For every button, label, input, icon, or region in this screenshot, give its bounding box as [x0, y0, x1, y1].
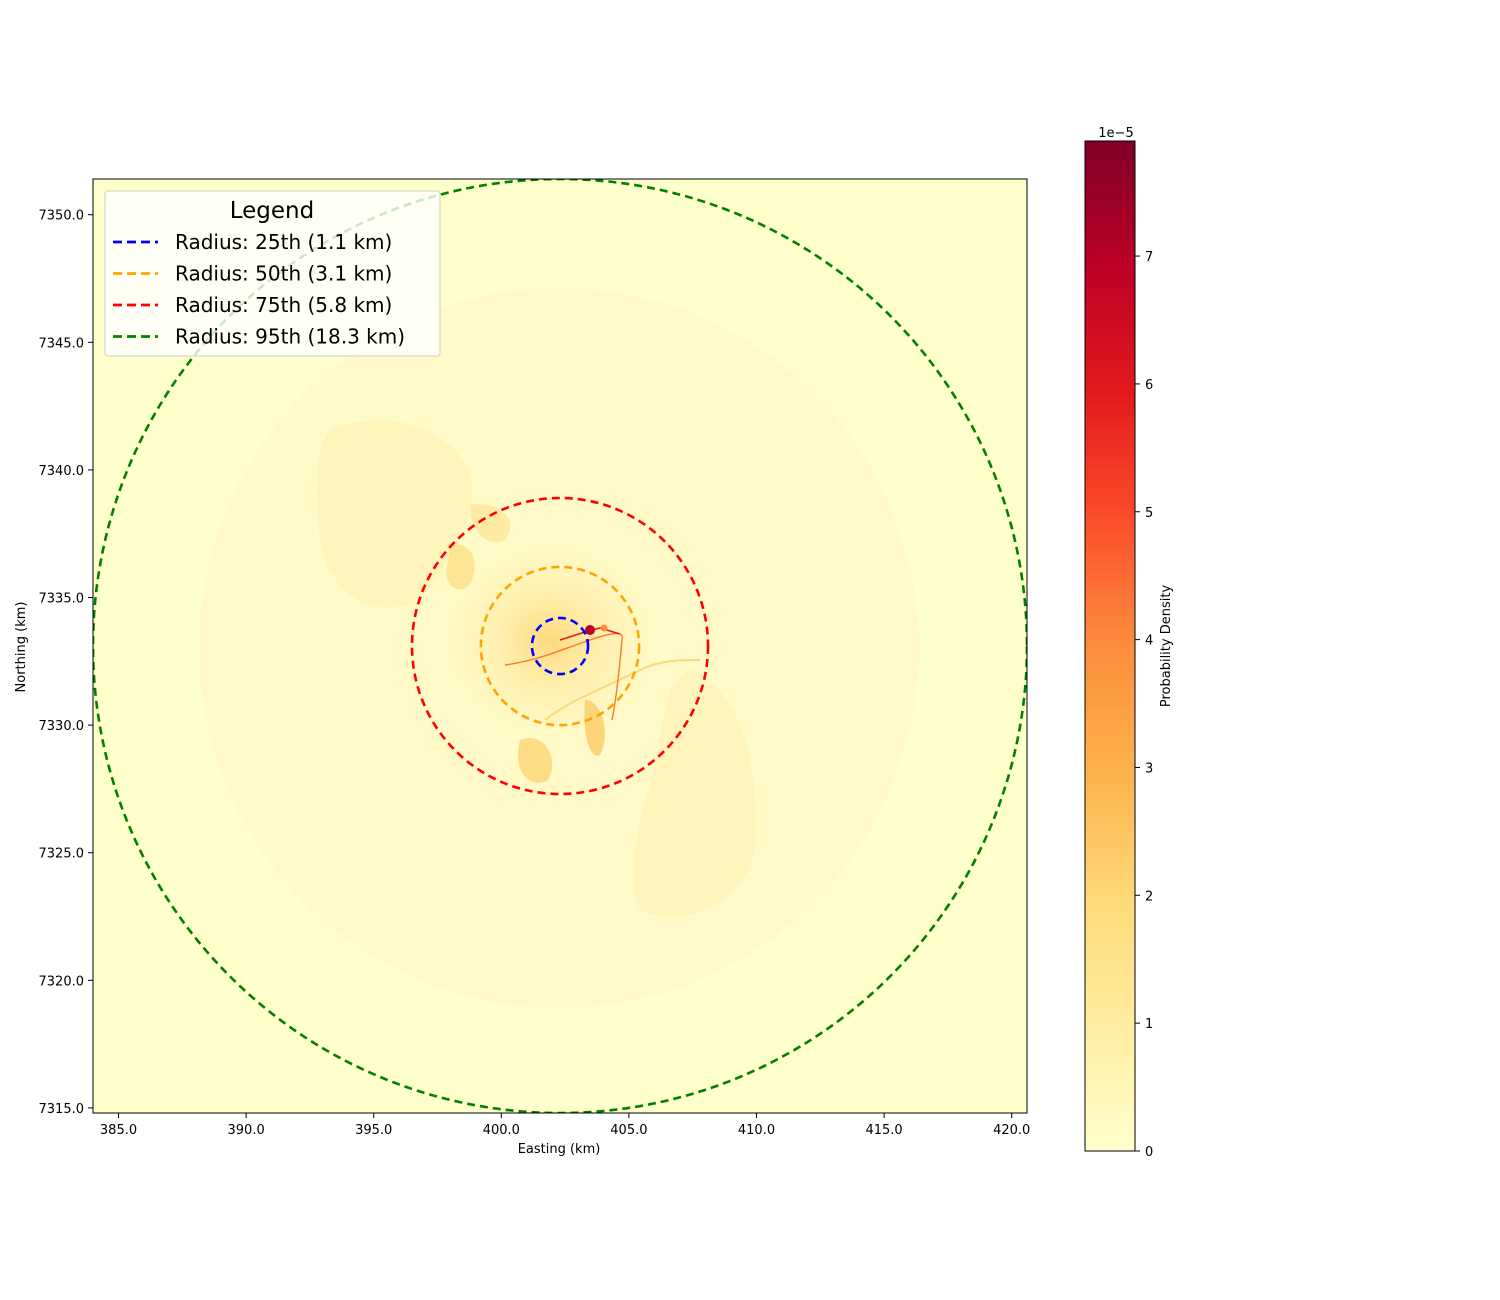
density-core	[430, 530, 670, 750]
x-tick-label: 390.0	[228, 1123, 265, 1138]
legend-entries: Radius: 25th (1.1 km) Radius: 50th (3.1 k…	[113, 230, 405, 349]
legend-frame	[104, 190, 441, 357]
x-tick-label: 385.0	[100, 1123, 137, 1138]
colorbar-tick-label: 2	[1145, 889, 1153, 904]
colorbar-tick-label: 4	[1145, 634, 1153, 649]
x-axis-label: Easting (km)	[518, 1142, 601, 1157]
colorbar-ticks: 0 1 2 3 4 5 6 7	[1135, 250, 1153, 1160]
density-hotspot	[585, 625, 595, 635]
density-hotspot-secondary	[600, 624, 608, 632]
legend-label-1: Radius: 50th (3.1 km)	[175, 262, 392, 286]
density-heatmap	[199, 288, 919, 1008]
y-tick-label: 7335.0	[39, 592, 85, 607]
colorbar: 0 1 2 3 4 5 6 7 1e−5 Probability Density	[1084, 126, 1174, 1160]
x-tick-label: 415.0	[865, 1123, 902, 1138]
colorbar-tick-label: 3	[1145, 761, 1153, 776]
x-axis: 385.0 390.0 395.0 400.0 405.0 410.0 415.0 420.0	[100, 1113, 1030, 1138]
y-tick-label: 7340.0	[39, 464, 85, 479]
x-tick-label: 400.0	[483, 1123, 520, 1138]
colorbar-tick-label: 0	[1145, 1145, 1153, 1160]
x-tick-label: 420.0	[993, 1123, 1030, 1138]
legend-label-0: Radius: 25th (1.1 km)	[175, 230, 392, 254]
density-landmass-east	[633, 670, 756, 917]
colorbar-label: Probability Density	[1159, 585, 1174, 708]
colorbar-tick-label: 1	[1145, 1017, 1153, 1032]
x-tick-label: 395.0	[355, 1123, 392, 1138]
density-landmass-west	[317, 420, 472, 608]
colorbar-tick-label: 5	[1145, 506, 1153, 521]
density-patch-sw	[518, 738, 553, 783]
colorbar-tick-label: 6	[1145, 378, 1153, 393]
legend-label-2: Radius: 75th (5.8 km)	[175, 293, 392, 317]
legend-label-3: Radius: 95th (18.3 km)	[175, 325, 405, 349]
y-tick-label: 7325.0	[39, 847, 85, 862]
legend-title: Legend	[230, 198, 315, 224]
plot-frame	[92, 178, 1028, 1114]
colorbar-tick-label: 7	[1145, 250, 1153, 265]
x-tick-label: 410.0	[738, 1123, 775, 1138]
y-tick-label: 7350.0	[39, 209, 85, 224]
density-patch-n	[470, 504, 511, 543]
plot-area	[92, 178, 1028, 1114]
density-patch-nw	[446, 544, 475, 590]
radius-circle-0	[530, 616, 590, 676]
density-road	[504, 632, 624, 721]
radius-circle-1	[479, 565, 641, 727]
radius-circles	[93, 179, 1027, 1113]
colorbar-frame	[1084, 140, 1136, 1152]
y-axis: 7315.0 7320.0 7325.0 7330.0 7335.0 7340.0 7345…	[39, 209, 93, 1117]
y-tick-label: 7315.0	[39, 1102, 85, 1117]
colorbar-scale-label: 1e−5	[1098, 126, 1133, 141]
radius-circle-2	[410, 496, 710, 796]
legend: Legend Radius: 25th (1.1 km) Radius: 50th…	[104, 190, 441, 357]
y-axis-label: Northing (km)	[14, 602, 29, 693]
y-tick-label: 7330.0	[39, 719, 85, 734]
y-tick-label: 7345.0	[39, 336, 85, 351]
x-tick-label: 405.0	[610, 1123, 647, 1138]
y-tick-label: 7320.0	[39, 974, 85, 989]
colorbar-fill	[1085, 141, 1135, 1151]
